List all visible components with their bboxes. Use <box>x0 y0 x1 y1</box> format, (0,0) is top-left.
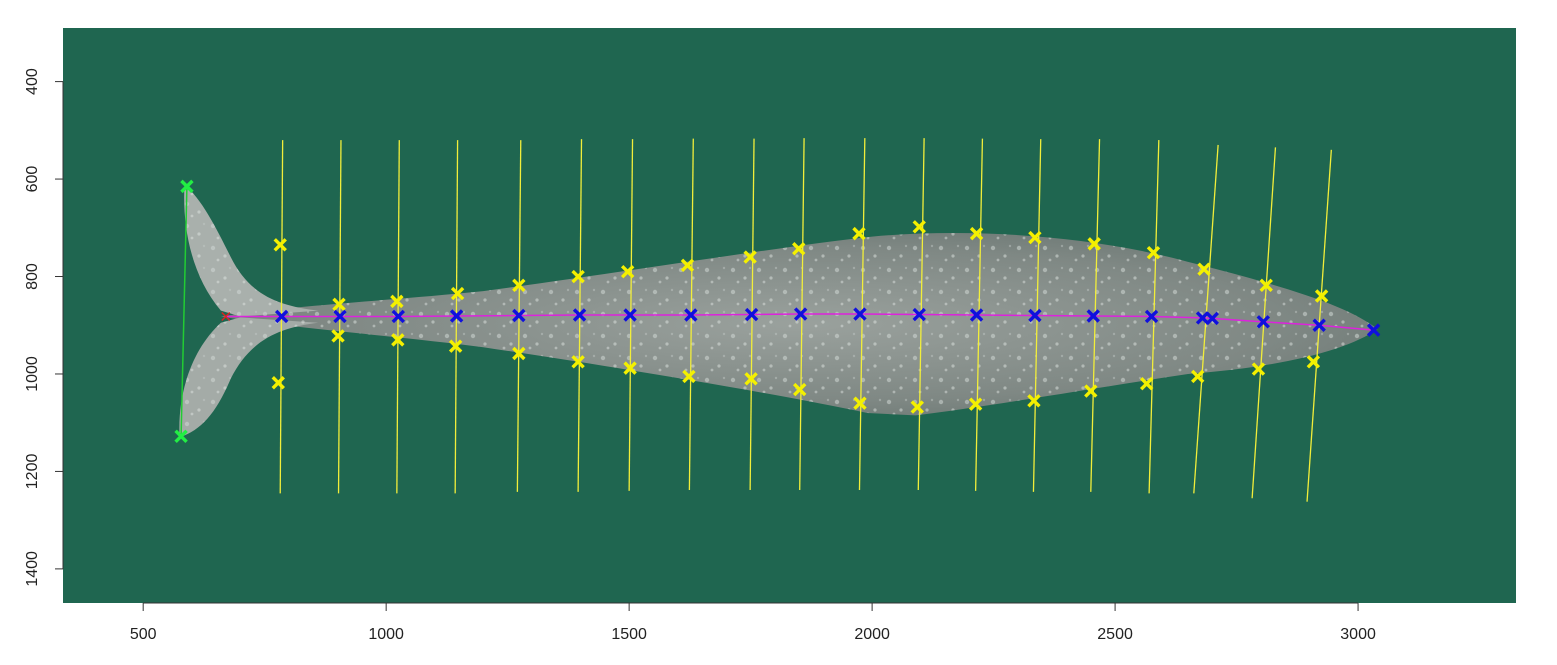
width-point <box>680 258 695 273</box>
y-axis: 400 600 800 1000 1200 1400 <box>24 68 64 587</box>
centerline-point <box>572 308 587 322</box>
centerline-point <box>684 308 698 322</box>
fluke-tip-point <box>174 429 188 444</box>
whale-fluke-spots-lower <box>179 317 319 438</box>
width-point <box>512 278 526 292</box>
centerline-point <box>912 307 926 322</box>
whale-image <box>179 184 1378 438</box>
width-point <box>448 339 463 353</box>
width-point <box>332 297 346 311</box>
width-point <box>512 346 526 361</box>
width-point <box>271 376 285 390</box>
centerline-polyline <box>225 313 1374 331</box>
width-point <box>390 294 404 309</box>
y-tick-label: 1400 <box>24 551 41 587</box>
width-point <box>912 220 926 234</box>
centerline-point <box>274 309 289 324</box>
width-point <box>1314 289 1329 303</box>
width-point <box>1084 384 1098 398</box>
fluke-span-line <box>180 186 188 437</box>
width-point <box>623 361 637 375</box>
centerline-point <box>391 309 406 324</box>
width-point <box>910 400 925 414</box>
x-tick-label: 2000 <box>854 626 890 643</box>
width-point <box>391 333 405 347</box>
centerline-points <box>221 307 1381 337</box>
centerline-point <box>1086 309 1100 323</box>
centerline-point <box>623 308 637 322</box>
fluke-tip-point <box>180 179 194 194</box>
width-points <box>271 220 1329 414</box>
width-point <box>1146 245 1161 260</box>
width-point <box>1197 262 1211 276</box>
width-point <box>1087 237 1101 251</box>
centerline-point <box>1256 315 1271 329</box>
width-point <box>968 397 983 411</box>
centerline-start-marker <box>221 311 231 321</box>
y-tick-label: 600 <box>24 166 41 193</box>
x-tick-label: 1000 <box>368 626 404 643</box>
centerline-point <box>1312 318 1326 332</box>
centerline-point <box>512 308 526 323</box>
width-point <box>620 264 635 279</box>
centerline-point <box>853 307 867 321</box>
fluke-tip-points <box>174 179 194 444</box>
width-point <box>273 238 287 252</box>
whale-body-spots <box>220 233 1378 416</box>
fluke-span-segment <box>180 186 188 437</box>
width-point <box>793 382 807 397</box>
width-point <box>743 250 757 264</box>
plot-area <box>63 28 1516 603</box>
width-point <box>852 226 866 241</box>
centerline-point <box>793 307 808 321</box>
centerline-point <box>1366 323 1381 337</box>
width-point <box>792 242 806 256</box>
width-point <box>450 286 465 301</box>
width-point <box>331 329 345 343</box>
whale-fluke-spots-upper <box>184 184 319 317</box>
x-tick-label: 500 <box>130 626 157 643</box>
width-point <box>969 226 984 241</box>
width-point <box>853 396 867 410</box>
centerline-point <box>744 307 759 322</box>
width-point <box>1190 369 1205 384</box>
width-point <box>571 269 585 284</box>
y-tick-label: 1000 <box>24 356 41 392</box>
width-point <box>1259 278 1273 292</box>
y-tick-label: 400 <box>24 68 41 95</box>
x-tick-label: 2500 <box>1097 626 1133 643</box>
centerline-point <box>1028 308 1042 323</box>
width-point <box>744 372 758 386</box>
x-tick-label: 3000 <box>1340 626 1376 643</box>
centerline-point <box>969 308 984 322</box>
width-point <box>1027 394 1041 408</box>
centerline-point <box>333 309 347 324</box>
y-tick-label: 800 <box>24 263 41 290</box>
width-point <box>1251 362 1266 376</box>
y-tick-label: 1200 <box>24 454 41 490</box>
centerline-point <box>449 309 464 323</box>
width-point <box>1028 230 1042 245</box>
width-point <box>1306 355 1321 369</box>
width-point <box>571 355 585 369</box>
width-point <box>682 369 696 384</box>
centerline-point <box>1205 311 1219 326</box>
width-point <box>1139 377 1154 391</box>
x-axis: 500 1000 1500 2000 2500 3000 <box>130 602 1376 643</box>
centerline-path <box>225 313 1374 331</box>
centerline-point <box>1144 309 1159 324</box>
x-tick-label: 1500 <box>611 626 647 643</box>
